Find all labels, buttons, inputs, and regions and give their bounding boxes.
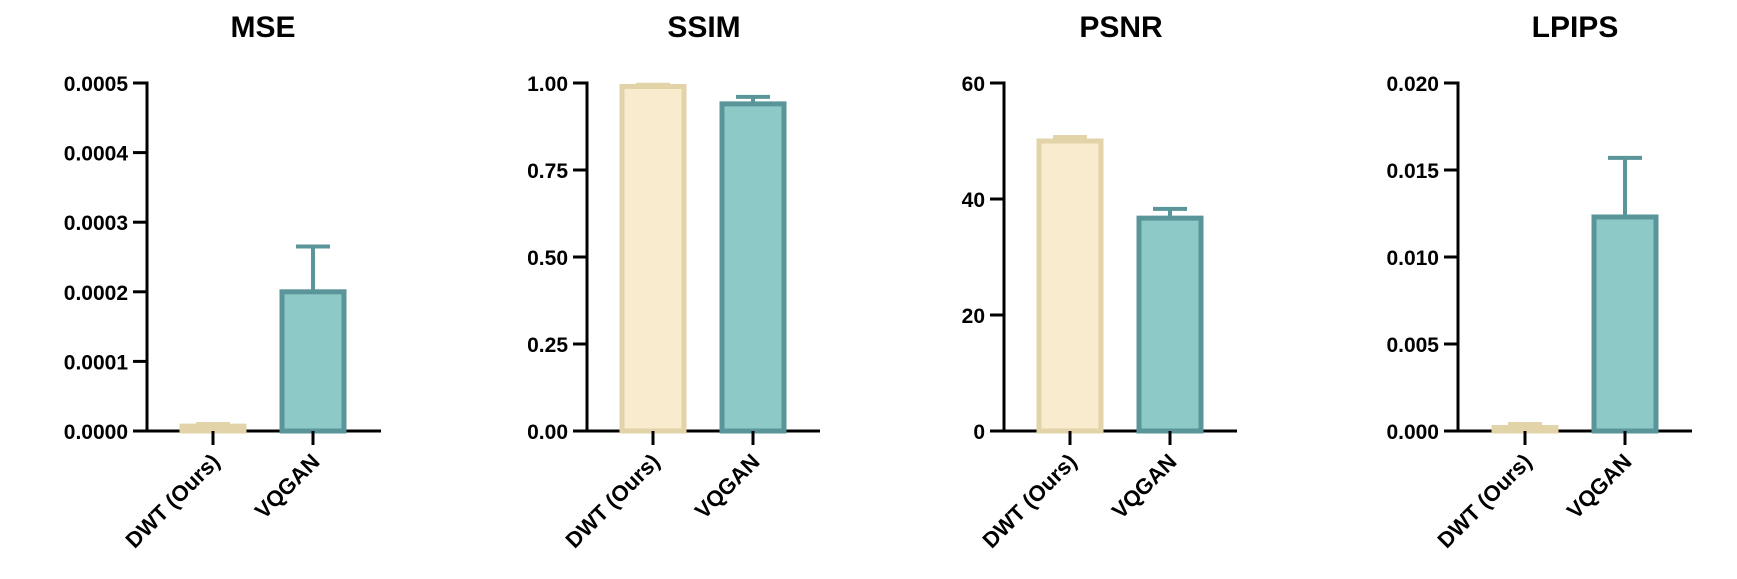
- chart-title: PSNR: [1079, 11, 1163, 44]
- y-tick-label: 0.0004: [64, 143, 129, 166]
- category-label: VQGAN: [1107, 449, 1182, 524]
- y-tick-label: 0.00: [527, 421, 568, 444]
- y-tick-label: 0.0000: [64, 421, 128, 444]
- y-tick-label: 0.010: [1386, 247, 1439, 270]
- y-tick-label: 0.0005: [64, 73, 129, 96]
- category-label: DWT (Ours): [560, 449, 664, 553]
- chart-panel-ssim: SSIM 0.00 0.25 0.50 0.75 1.00 DWT (Ours) VQGAN: [527, 11, 820, 553]
- category-label: DWT (Ours): [120, 449, 224, 553]
- chart-panel-mse: MSE 0.0000 0.0001 0.0002 0.0003 0.0004 0.0005 D…: [64, 11, 381, 553]
- category-label: VQGAN: [690, 449, 765, 524]
- y-tick-label: 0.000: [1386, 421, 1439, 444]
- bar-vqgan: [1591, 214, 1659, 434]
- y-tick-label: 0.50: [527, 247, 568, 270]
- category-label: DWT (Ours): [1432, 449, 1536, 553]
- category-label: VQGAN: [250, 449, 325, 524]
- category-label: DWT (Ours): [977, 449, 1081, 553]
- bar-dwt: [1491, 425, 1559, 434]
- y-tick-label: 40: [962, 189, 985, 212]
- y-tick-label: 0.005: [1386, 334, 1439, 357]
- y-tick-label: 0.25: [527, 334, 568, 357]
- bar-dwt: [179, 423, 247, 434]
- bar-dwt: [619, 83, 687, 434]
- bar-vqgan: [279, 289, 347, 434]
- y-tick-label: 20: [962, 305, 985, 328]
- bar-dwt: [1036, 138, 1104, 434]
- y-tick-label: 0.0001: [64, 351, 129, 374]
- bar-vqgan: [1136, 215, 1204, 434]
- chart-title: SSIM: [667, 11, 740, 44]
- y-tick-label: 0.0003: [64, 212, 128, 235]
- y-tick-label: 0.0002: [64, 282, 128, 305]
- bar-vqgan: [719, 101, 787, 434]
- chart-panel-lpips: LPIPS 0.000 0.005 0.010 0.015 0.020 DWT (Ours)…: [1386, 11, 1692, 553]
- chart-title: MSE: [230, 11, 295, 44]
- y-tick-label: 0: [973, 421, 985, 444]
- y-tick-label: 0.020: [1386, 73, 1439, 96]
- y-tick-label: 1.00: [527, 73, 568, 96]
- category-label: VQGAN: [1562, 449, 1637, 524]
- y-tick-label: 60: [962, 73, 985, 96]
- chart-panel-psnr: PSNR 0 20 40 60 DWT (Ours) VQGAN: [962, 11, 1237, 553]
- y-tick-label: 0.015: [1386, 160, 1439, 183]
- y-tick-label: 0.75: [527, 160, 568, 183]
- chart-title: LPIPS: [1532, 11, 1619, 44]
